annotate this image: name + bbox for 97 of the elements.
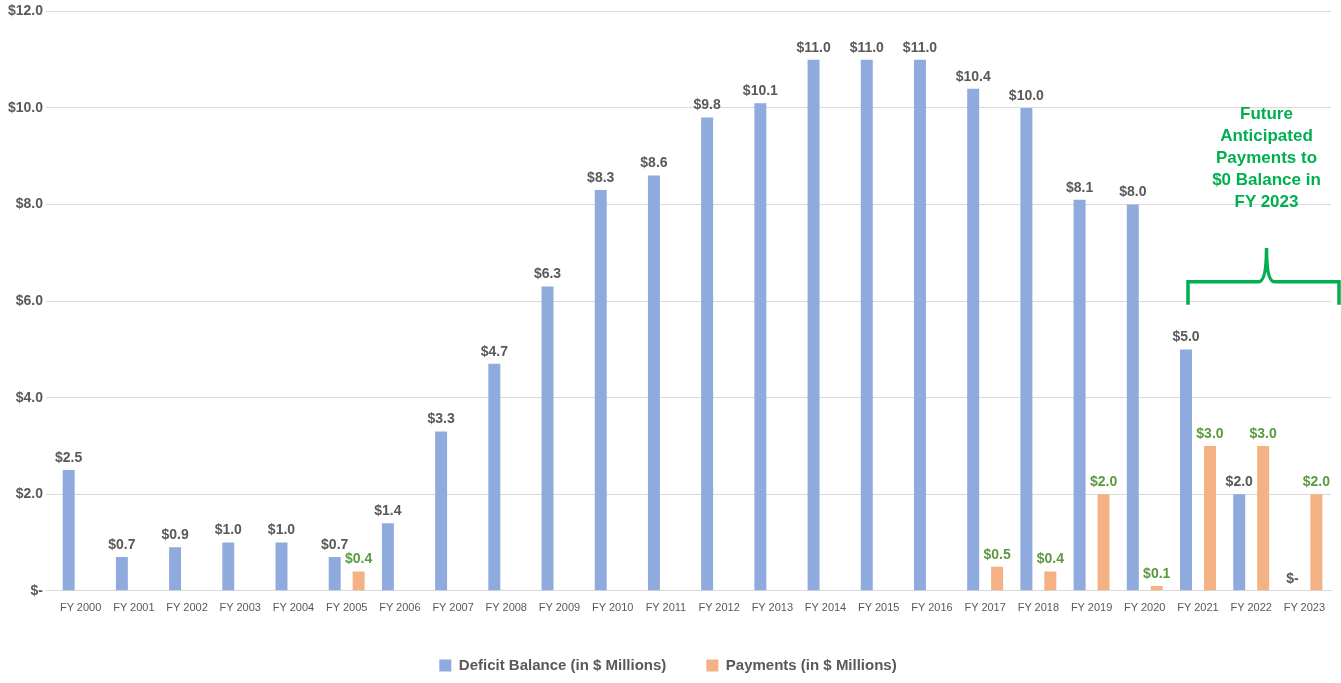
- x-tick-label: FY 2001: [113, 601, 155, 614]
- data-label: $3.0: [1249, 424, 1277, 441]
- x-tick-label: FY 2004: [272, 601, 315, 614]
- y-tick-label: $2.0: [15, 485, 44, 502]
- data-label: $8.0: [1119, 183, 1147, 200]
- bar: [1020, 107, 1033, 591]
- data-label: $0.4: [1036, 550, 1065, 567]
- bar: [169, 547, 182, 591]
- y-tick-label: $12.0: [7, 2, 44, 19]
- data-label: $10.0: [1008, 86, 1045, 103]
- data-label: $10.4: [955, 67, 991, 84]
- x-tick-label: FY 2002: [166, 601, 208, 614]
- data-label: $1.4: [374, 502, 402, 519]
- x-tick-label: FY 2006: [379, 601, 421, 614]
- data-label: $2.5: [55, 448, 83, 465]
- data-label: $1.0: [267, 521, 296, 538]
- data-label: $-: [1286, 569, 1299, 586]
- bar: [488, 363, 501, 591]
- bar: [1233, 494, 1246, 591]
- data-label: $5.0: [1172, 328, 1200, 345]
- bar: [860, 59, 873, 591]
- x-tick-label: FY 2015: [858, 601, 900, 614]
- bar: [1180, 349, 1192, 591]
- bar: [62, 470, 75, 591]
- data-label: $8.1: [1065, 178, 1094, 195]
- data-label: $0.7: [321, 535, 349, 552]
- y-tick-label: $-: [30, 581, 44, 598]
- x-tick-label: FY 2020: [1124, 601, 1166, 614]
- data-label: $8.6: [640, 154, 668, 171]
- bar: [1310, 494, 1323, 591]
- data-label: $3.0: [1196, 424, 1224, 441]
- data-label: $0.4: [345, 550, 373, 567]
- y-tick-label: $4.0: [15, 388, 44, 405]
- data-label: $9.8: [693, 96, 721, 113]
- bar: [275, 542, 288, 591]
- data-label: $1.0: [214, 521, 243, 538]
- x-tick-label: FY 2014: [804, 601, 847, 614]
- data-label: $8.3: [587, 168, 615, 185]
- bar: [541, 286, 554, 591]
- bar: [1257, 445, 1270, 591]
- bar: [1044, 571, 1057, 591]
- bar: [701, 117, 714, 591]
- bar: [1203, 445, 1216, 591]
- bar: [352, 571, 365, 591]
- x-tick-label: FY 2000: [59, 601, 102, 614]
- y-tick-label: $8.0: [15, 195, 44, 212]
- bar: [647, 175, 660, 591]
- bar: [594, 190, 607, 591]
- data-label: $10.1: [742, 82, 779, 98]
- bar: [222, 542, 235, 591]
- x-tick-label: FY 2013: [751, 601, 794, 614]
- y-tick-label: $10.0: [7, 98, 44, 115]
- x-tick-label: FY 2007: [432, 601, 474, 614]
- x-tick-label: FY 2023: [1283, 601, 1326, 614]
- bar: [991, 566, 1004, 591]
- bar: [807, 59, 820, 591]
- x-tick-label: FY 2009: [538, 601, 581, 614]
- bar: [754, 103, 767, 591]
- legend-label: Payments (in $ Millions): [725, 655, 897, 673]
- x-tick-label: FY 2011: [645, 601, 687, 614]
- x-tick-label: FY 2019: [1070, 601, 1113, 614]
- annotation: Future Anticipated Payments to $0 Balance in FY 2023: [1212, 104, 1321, 212]
- data-label: $2.0: [1225, 473, 1254, 490]
- data-label: $11.0: [796, 38, 831, 55]
- x-tick-label: FY 2003: [219, 601, 261, 614]
- bar: [381, 523, 394, 591]
- x-tick-label: FY 2012: [698, 601, 740, 614]
- data-label: $6.3: [533, 265, 562, 282]
- bar: [1126, 204, 1139, 591]
- data-label: $0.1: [1143, 564, 1171, 581]
- data-label: $2.0: [1302, 473, 1331, 490]
- bar: [1150, 585, 1163, 591]
- x-tick-label: FY 2018: [1017, 601, 1060, 614]
- data-label: $0.9: [161, 526, 189, 543]
- bar: [967, 88, 980, 591]
- x-tick-label: FY 2008: [485, 601, 527, 614]
- data-label: $11.0: [849, 38, 885, 55]
- bar: [1073, 199, 1086, 591]
- data-label: $3.3: [427, 410, 455, 427]
- data-label: $0.5: [983, 545, 1011, 562]
- x-tick-label: FY 2016: [911, 601, 953, 614]
- x-tick-label: FY 2017: [964, 601, 1006, 614]
- x-tick-label: FY 2021: [1177, 601, 1219, 614]
- y-tick-label: $6.0: [15, 291, 44, 308]
- bar: [328, 557, 341, 591]
- bar: [913, 59, 926, 591]
- bar: [435, 431, 448, 591]
- bar: [1097, 494, 1110, 591]
- x-tick-label: FY 2022: [1230, 601, 1272, 614]
- x-tick-label: FY 2010: [592, 601, 634, 614]
- legend-label: Deficit Balance (in $ Millions): [458, 655, 667, 673]
- bar: [115, 557, 128, 591]
- x-tick-label: FY 2005: [325, 601, 368, 614]
- data-label: $11.0: [902, 38, 938, 55]
- data-label: $2.0: [1089, 473, 1118, 490]
- data-label: $0.7: [108, 535, 136, 552]
- data-label: $4.7: [480, 342, 509, 359]
